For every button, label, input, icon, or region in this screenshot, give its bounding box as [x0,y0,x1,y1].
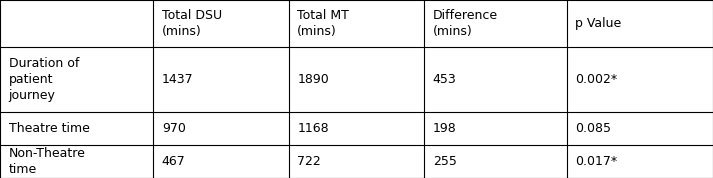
Text: 1168: 1168 [297,122,329,135]
Text: 0.085: 0.085 [575,122,611,135]
Text: 722: 722 [297,155,321,168]
Text: 970: 970 [162,122,185,135]
Text: Non-Theatre
time: Non-Theatre time [9,147,86,176]
Text: 0.017*: 0.017* [575,155,617,168]
Text: 0.002*: 0.002* [575,73,617,86]
Text: p Value: p Value [575,17,622,30]
Text: 453: 453 [433,73,456,86]
Text: 467: 467 [162,155,185,168]
Text: 198: 198 [433,122,456,135]
Text: Total DSU
(mins): Total DSU (mins) [162,9,222,38]
Text: 255: 255 [433,155,456,168]
Text: Theatre time: Theatre time [9,122,89,135]
Text: Difference
(mins): Difference (mins) [433,9,498,38]
Text: 1437: 1437 [162,73,193,86]
Text: 1890: 1890 [297,73,329,86]
Text: Duration of
patient
journey: Duration of patient journey [9,57,79,102]
Text: Total MT
(mins): Total MT (mins) [297,9,349,38]
